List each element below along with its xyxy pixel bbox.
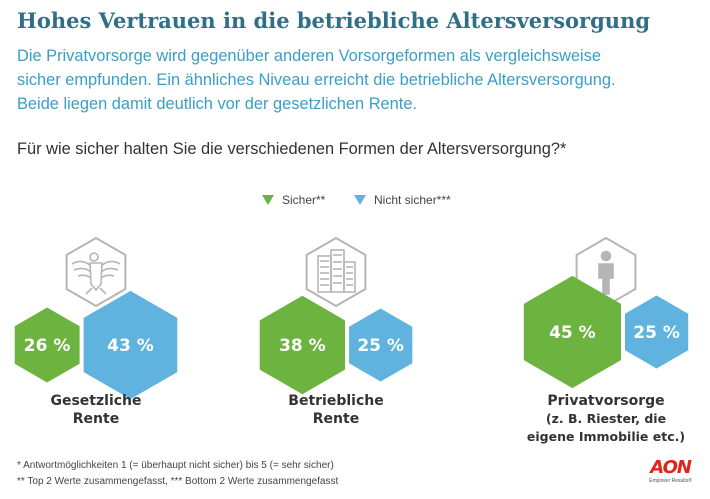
chart-legend: Sicher** Nicht sicher*** (0, 193, 710, 211)
category-label: Gesetzliche (50, 393, 141, 409)
logo-brand: AON (650, 457, 692, 478)
legend-triangle-icon (262, 195, 274, 205)
category-label: Privatvorsorge (547, 393, 664, 409)
data-label: 45 % (549, 323, 596, 343)
legend-label: Sicher** (282, 193, 326, 207)
data-label: 25 % (633, 323, 680, 343)
legend-label: Nicht sicher*** (374, 193, 451, 207)
subtitle-line: Die Privatvorsorge wird gegenüber andere… (17, 47, 601, 65)
bar-nicht-sicher (83, 290, 178, 400)
subtitle-line: sicher empfunden. Ein ähnliches Niveau e… (17, 71, 616, 89)
bar-sicher (259, 295, 345, 395)
page-title: Hohes Vertrauen in die betriebliche Alte… (17, 8, 651, 33)
category-label: Rente (313, 411, 359, 427)
legend-item-sicher: Sicher** (262, 193, 325, 207)
bar-nicht-sicher (349, 308, 413, 382)
person-icon (598, 250, 614, 295)
data-label: 26 % (24, 336, 71, 356)
subtitle-line: Beide liegen damit deutlich vor der gese… (17, 95, 417, 113)
category-label: Betriebliche (288, 393, 383, 409)
office-building-icon (317, 249, 356, 293)
category-label: Rente (73, 411, 119, 427)
footnotes: * Antwortmöglichkeiten 1 (= überhaupt ni… (17, 458, 338, 490)
data-label: 38 % (279, 336, 326, 356)
bar-sicher (523, 275, 621, 389)
bar-sicher (14, 307, 80, 383)
subtitle: Die Privatvorsorge wird gegenüber andere… (17, 44, 707, 116)
footnote: ** Top 2 Werte zusammengefasst, *** Bott… (17, 476, 339, 487)
category-label: eigene Immobilie etc.) (527, 429, 685, 444)
legend-triangle-icon (354, 195, 366, 205)
data-label: 25 % (357, 336, 404, 356)
icon-hexagon (65, 236, 127, 308)
eagle-icon (71, 252, 121, 295)
icon-hexagon (305, 236, 367, 308)
category-label: (z. B. Riester, die (546, 411, 666, 426)
data-label: 43 % (107, 336, 154, 356)
footnote: * Antwortmöglichkeiten 1 (= überhaupt ni… (17, 460, 334, 471)
bar-nicht-sicher (625, 295, 689, 369)
legend-item-nicht-sicher: Nicht sicher*** (354, 193, 451, 207)
survey-question: Für wie sicher halten Sie die verschiede… (17, 140, 567, 158)
aon-logo: AON Empower Results® (649, 458, 692, 485)
logo-tagline: Empower Results® (649, 478, 692, 484)
